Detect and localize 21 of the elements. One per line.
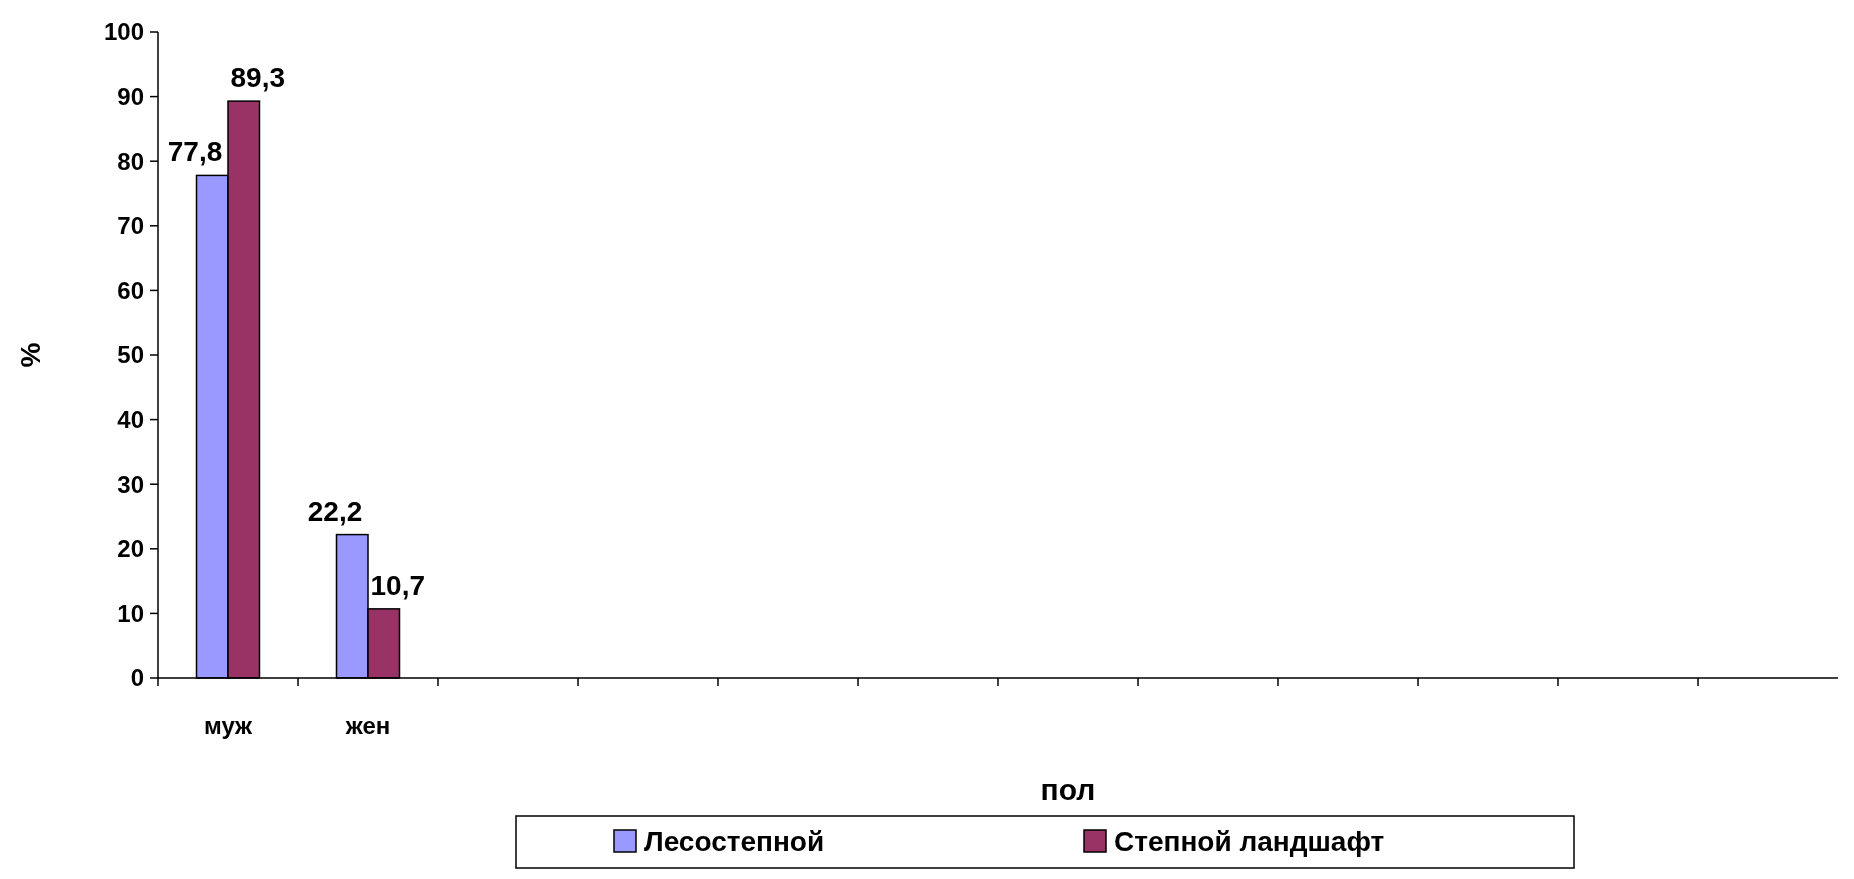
y-tick-label: 60 [117,276,144,304]
data-label: 77,8 [167,136,223,168]
y-tick-label: 20 [117,535,144,563]
y-tick-label: 50 [117,341,144,369]
y-tick-label: 10 [117,599,144,627]
y-axis-title: % [15,342,46,368]
data-label: 22,2 [307,495,363,527]
x-axis-title: пол [1040,773,1096,806]
y-tick-label: 0 [130,664,144,692]
y-tick-label: 80 [117,147,144,175]
legend-label: Степной ландшафт [1114,825,1385,857]
y-tick-label: 90 [117,83,144,110]
y-tick-label: 40 [117,406,144,433]
x-tick-label: муж [203,712,254,739]
x-tick-label: жен [344,712,391,739]
y-tick-label: 30 [117,470,144,498]
y-tick-label: 100 [103,18,144,46]
data-label: 89,3 [230,62,285,94]
legend-label: Лесостепной [644,825,825,857]
y-tick-label: 70 [117,212,144,240]
data-label: 10,7 [370,569,425,601]
